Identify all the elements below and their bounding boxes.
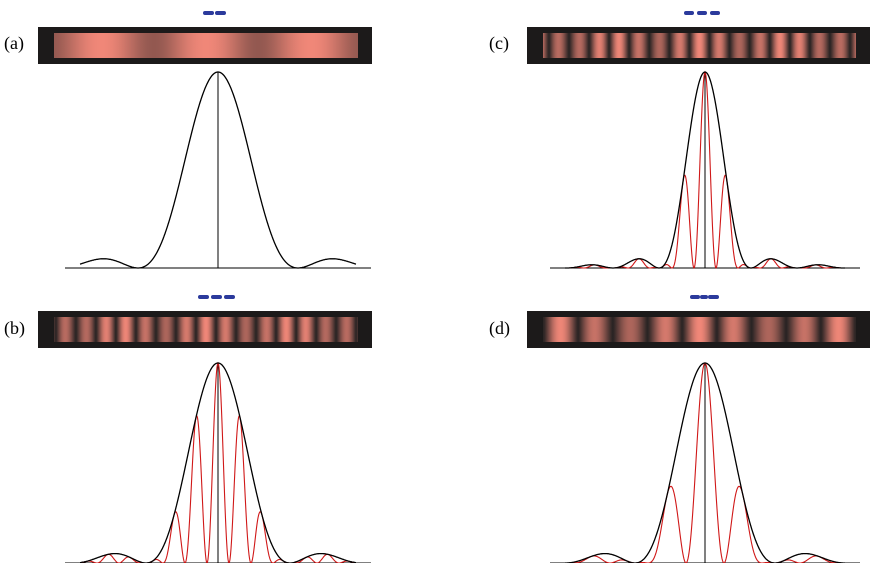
fringe-band bbox=[543, 33, 856, 58]
panel-label: (d) bbox=[489, 318, 510, 339]
envelope-curve bbox=[80, 362, 356, 563]
slit-marker bbox=[684, 11, 694, 15]
slit-marker bbox=[700, 295, 708, 299]
slit-marker bbox=[211, 295, 222, 299]
slit-marker bbox=[215, 11, 226, 15]
panel-label: (a) bbox=[4, 33, 24, 54]
slit-marker bbox=[708, 295, 719, 299]
fringe-band bbox=[54, 317, 358, 342]
envelope-curve bbox=[565, 362, 845, 563]
envelope-curve bbox=[565, 71, 845, 269]
slit-marker bbox=[690, 295, 700, 299]
slit-marker bbox=[710, 11, 720, 15]
panel-label: (c) bbox=[489, 33, 509, 54]
fringe-band bbox=[54, 33, 358, 58]
panel-label: (b) bbox=[4, 318, 25, 339]
slit-marker bbox=[224, 295, 235, 299]
fringe-band bbox=[543, 317, 856, 342]
envelope-curve bbox=[79, 71, 357, 269]
slit-marker bbox=[198, 295, 209, 299]
slit-marker bbox=[697, 11, 707, 15]
slit-marker bbox=[203, 11, 214, 15]
